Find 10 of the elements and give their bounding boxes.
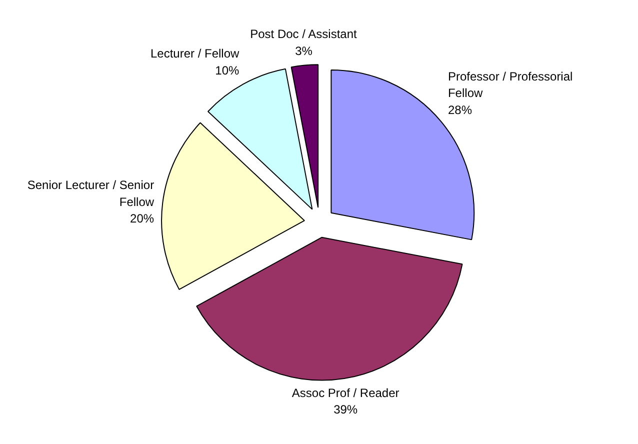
slice-label: Lecturer / Fellow [150,46,240,61]
data-label: 39% [334,402,358,417]
slice-label: Assoc Prof / Reader [292,386,400,400]
slice-label: Senior Lecturer / Senior Fellow [27,178,154,209]
slice-label: Post Doc / Assistant [250,27,358,41]
slice-label: Professor / Professorial Fellow [448,69,573,100]
data-label: 28% [448,103,472,118]
data-label: 20% [130,212,154,226]
data-label: 10% [215,64,240,78]
data-label: 3% [295,44,313,58]
